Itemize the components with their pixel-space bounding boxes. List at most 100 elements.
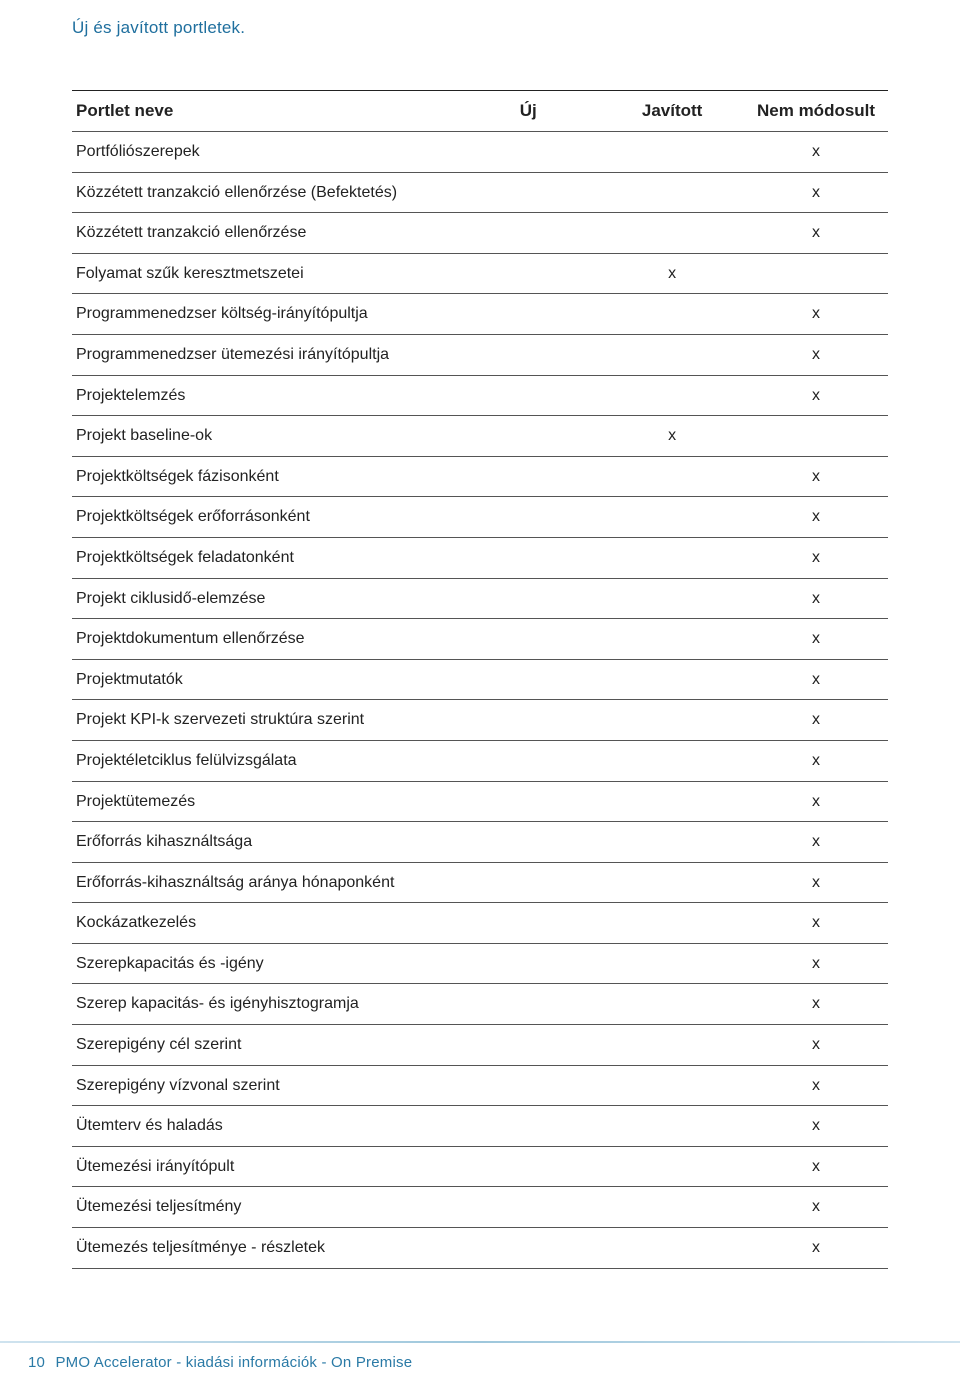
cell-portlet-name: Projektköltségek fázisonként	[72, 456, 456, 497]
table-row: Projektköltségek erőforrásonként x	[72, 497, 888, 538]
cell-javitott	[600, 537, 744, 578]
cell-uj	[456, 132, 600, 173]
cell-javitott	[600, 213, 744, 254]
cell-nem-modosult: x	[744, 213, 888, 254]
table-row: Projektköltségek fázisonként x	[72, 456, 888, 497]
cell-portlet-name: Projektéletciklus felülvizsgálata	[72, 740, 456, 781]
cell-portlet-name: Projektköltségek feladatonként	[72, 537, 456, 578]
cell-javitott	[600, 822, 744, 863]
cell-javitott	[600, 578, 744, 619]
table-row: Ütemezési teljesítmény x	[72, 1187, 888, 1228]
cell-nem-modosult: x	[744, 1025, 888, 1066]
cell-nem-modosult: x	[744, 456, 888, 497]
col-header-uj: Új	[456, 91, 600, 132]
cell-portlet-name: Ütemezés teljesítménye - részletek	[72, 1228, 456, 1269]
cell-uj	[456, 700, 600, 741]
cell-portlet-name: Ütemterv és haladás	[72, 1106, 456, 1147]
cell-portlet-name: Közzétett tranzakció ellenőrzése	[72, 213, 456, 254]
cell-uj	[456, 862, 600, 903]
col-header-nem-modosult: Nem módosult	[744, 91, 888, 132]
cell-portlet-name: Ütemezési irányítópult	[72, 1146, 456, 1187]
cell-nem-modosult: x	[744, 294, 888, 335]
cell-nem-modosult: x	[744, 1146, 888, 1187]
cell-javitott	[600, 1228, 744, 1269]
cell-javitott	[600, 456, 744, 497]
cell-nem-modosult: x	[744, 497, 888, 538]
cell-javitott	[600, 1025, 744, 1066]
cell-portlet-name: Projekt ciklusidő-elemzése	[72, 578, 456, 619]
cell-portlet-name: Projektköltségek erőforrásonként	[72, 497, 456, 538]
table-row: Programmenedzser ütemezési irányítópultj…	[72, 334, 888, 375]
cell-uj	[456, 984, 600, 1025]
table-row: Folyamat szűk keresztmetszeteix	[72, 253, 888, 294]
cell-nem-modosult: x	[744, 1228, 888, 1269]
table-row: Szerepigény vízvonal szerintx	[72, 1065, 888, 1106]
cell-uj	[456, 1228, 600, 1269]
table-row: Szerepigény cél szerint x	[72, 1025, 888, 1066]
table-row: Ütemezési irányítópult x	[72, 1146, 888, 1187]
cell-uj	[456, 943, 600, 984]
col-header-javitott: Javított	[600, 91, 744, 132]
cell-uj	[456, 253, 600, 294]
cell-portlet-name: Erőforrás kihasználtsága	[72, 822, 456, 863]
table-row: Közzétett tranzakció ellenőrzése (Befekt…	[72, 172, 888, 213]
col-header-name: Portlet neve	[72, 91, 456, 132]
cell-portlet-name: Portfóliószerepek	[72, 132, 456, 173]
cell-portlet-name: Szerep kapacitás- és igényhisztogramja	[72, 984, 456, 1025]
page: Új és javított portletek. Portlet neve Ú…	[0, 0, 960, 1385]
cell-nem-modosult: x	[744, 781, 888, 822]
cell-portlet-name: Ütemezési teljesítmény	[72, 1187, 456, 1228]
cell-uj	[456, 822, 600, 863]
cell-nem-modosult: x	[744, 619, 888, 660]
page-number: 10	[28, 1354, 45, 1371]
table-row: Projektelemzésx	[72, 375, 888, 416]
cell-uj	[456, 375, 600, 416]
cell-javitott	[600, 1106, 744, 1147]
cell-javitott	[600, 619, 744, 660]
cell-portlet-name: Projektütemezés	[72, 781, 456, 822]
cell-nem-modosult: x	[744, 132, 888, 173]
cell-portlet-name: Közzétett tranzakció ellenőrzése (Befekt…	[72, 172, 456, 213]
cell-javitott	[600, 903, 744, 944]
cell-javitott	[600, 294, 744, 335]
cell-javitott	[600, 984, 744, 1025]
footer-title: PMO Accelerator - kiadási információk - …	[55, 1354, 412, 1371]
cell-nem-modosult	[744, 416, 888, 457]
table-row: Portfóliószerepek x	[72, 132, 888, 173]
table-row: Erőforrás-kihasználtság aránya hónaponké…	[72, 862, 888, 903]
cell-nem-modosult: x	[744, 903, 888, 944]
cell-javitott	[600, 740, 744, 781]
cell-javitott	[600, 497, 744, 538]
table-row: Projekt KPI-k szervezeti struktúra szeri…	[72, 700, 888, 741]
table-row: Szerepkapacitás és -igény x	[72, 943, 888, 984]
cell-javitott	[600, 862, 744, 903]
cell-nem-modosult: x	[744, 943, 888, 984]
table-row: Közzétett tranzakció ellenőrzése x	[72, 213, 888, 254]
cell-javitott	[600, 132, 744, 173]
cell-portlet-name: Folyamat szűk keresztmetszetei	[72, 253, 456, 294]
cell-portlet-name: Projekt baseline-ok	[72, 416, 456, 457]
cell-nem-modosult: x	[744, 1187, 888, 1228]
cell-nem-modosult	[744, 253, 888, 294]
cell-nem-modosult: x	[744, 537, 888, 578]
table-row: Ütemezés teljesítménye - részletek x	[72, 1228, 888, 1269]
cell-javitott	[600, 172, 744, 213]
cell-uj	[456, 334, 600, 375]
cell-uj	[456, 1187, 600, 1228]
cell-nem-modosult: x	[744, 740, 888, 781]
cell-portlet-name: Szerepigény cél szerint	[72, 1025, 456, 1066]
cell-nem-modosult: x	[744, 1106, 888, 1147]
cell-uj	[456, 497, 600, 538]
cell-javitott	[600, 943, 744, 984]
table-row: Projektéletciklus felülvizsgálata x	[72, 740, 888, 781]
cell-uj	[456, 213, 600, 254]
cell-portlet-name: Szerepkapacitás és -igény	[72, 943, 456, 984]
cell-uj	[456, 537, 600, 578]
cell-javitott	[600, 375, 744, 416]
cell-uj	[456, 416, 600, 457]
table-row: Projekt ciklusidő-elemzésex	[72, 578, 888, 619]
cell-uj	[456, 619, 600, 660]
cell-portlet-name: Projekt KPI-k szervezeti struktúra szeri…	[72, 700, 456, 741]
cell-uj	[456, 1106, 600, 1147]
cell-nem-modosult: x	[744, 822, 888, 863]
